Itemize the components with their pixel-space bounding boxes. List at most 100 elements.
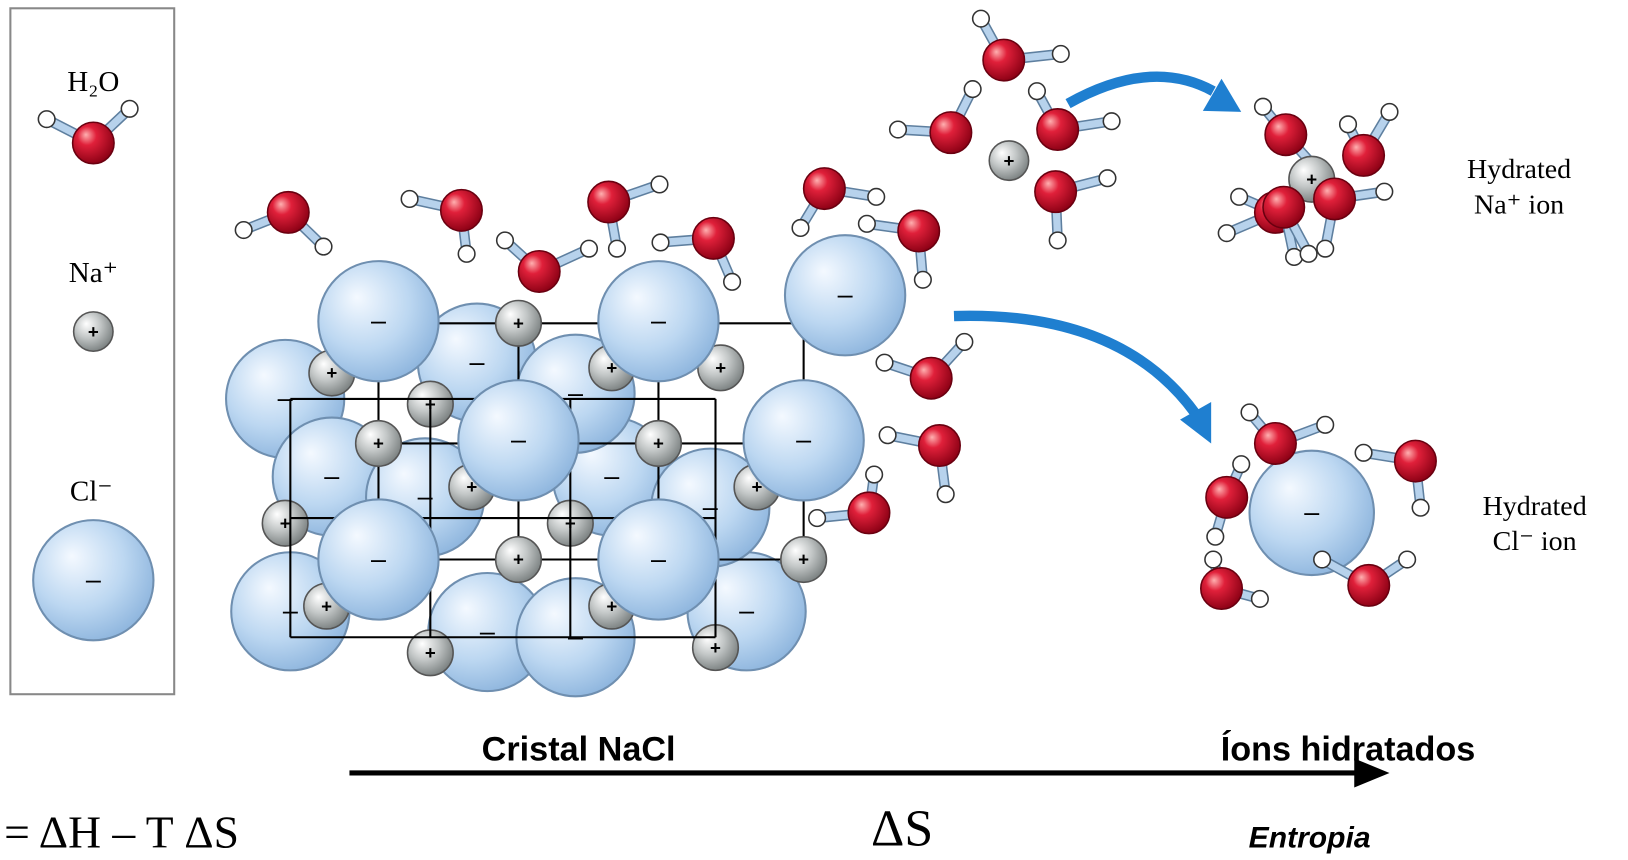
hydrogen — [1317, 240, 1334, 257]
hydrated-cl-label: Cl⁻ ion — [1493, 526, 1577, 557]
oxygen — [1037, 109, 1078, 150]
hydrogen — [879, 427, 896, 444]
molecules: +––––––––––––++++++++++++––––––++++++–+– — [33, 10, 1436, 696]
hydrogen — [1255, 98, 1272, 115]
cation-sign: + — [1003, 150, 1014, 171]
anion-sign: – — [1304, 497, 1319, 527]
entropy-caption: Entropia — [1249, 822, 1371, 855]
oxygen — [441, 190, 482, 231]
hydrogen — [1052, 46, 1069, 63]
cation-sign: + — [715, 357, 726, 378]
hydrogen — [1218, 225, 1235, 242]
oxygen — [804, 168, 845, 209]
hydrogen — [652, 234, 669, 251]
end-label: Íons hidratados — [1221, 729, 1476, 769]
cation-sign: + — [280, 512, 291, 533]
oxygen — [268, 192, 309, 233]
cation-sign: + — [798, 549, 809, 570]
oxygen — [1348, 565, 1389, 606]
oxygen — [1395, 440, 1436, 481]
hydrogen — [609, 240, 626, 257]
legend-sodium: Na⁺ — [69, 257, 118, 289]
oxygen — [898, 210, 939, 251]
blue-arrow — [954, 316, 1195, 413]
anion-sign: – — [796, 425, 811, 455]
cation-sign: + — [1306, 168, 1317, 189]
hydrogen — [1300, 246, 1317, 263]
hydrated-na-label: Hydrated — [1467, 154, 1571, 185]
hydrogen — [458, 246, 475, 263]
hydrogen — [964, 81, 981, 98]
oxygen — [1255, 423, 1296, 464]
oxygen — [1343, 135, 1384, 176]
hydrogen — [915, 271, 932, 288]
hydrogen — [1314, 551, 1331, 568]
hydrogen — [1049, 232, 1066, 249]
oxygen — [1265, 114, 1306, 155]
oxygen — [1201, 568, 1242, 609]
hydrogen — [1099, 170, 1116, 187]
hydrogen — [1241, 404, 1258, 421]
anion-sign: – — [371, 544, 386, 574]
hydrogen — [1205, 551, 1222, 568]
oxygen — [1314, 178, 1355, 219]
hydrogen — [724, 274, 741, 291]
cation-sign: + — [425, 642, 436, 663]
anion-sign: – — [739, 596, 754, 626]
hydrogen — [401, 191, 418, 208]
legend-chloride: Cl⁻ — [70, 475, 113, 507]
hydrogen — [235, 222, 252, 239]
anion-sign: – — [371, 306, 386, 336]
hydrogen — [859, 216, 876, 233]
oxygen — [910, 357, 951, 398]
cation-sign: + — [710, 637, 721, 658]
hydrogen — [315, 238, 332, 255]
hydrogen — [1355, 445, 1372, 462]
hydrogen — [809, 510, 826, 527]
oxygen — [919, 425, 960, 466]
hydrogen — [937, 486, 954, 503]
hydrogen — [121, 101, 138, 118]
diagram: H₂O Na⁺ Cl⁻ +––––––––––––++++++++++++–––… — [0, 0, 1628, 860]
anion-sign: – — [480, 616, 495, 646]
oxygen — [693, 218, 734, 259]
oxygen — [930, 112, 971, 153]
hydrogen — [1399, 551, 1416, 568]
oxygen — [1035, 171, 1076, 212]
start-label: Cristal NaCl — [482, 731, 676, 769]
anion-sign: – — [651, 544, 666, 574]
cation-sign: + — [513, 549, 524, 570]
oxygen — [518, 251, 559, 292]
anion-sign: – — [604, 461, 619, 491]
hydrogen — [956, 334, 973, 351]
cation-sign: + — [513, 313, 524, 334]
anion-sign: – — [511, 425, 526, 455]
hydrogen — [1340, 116, 1357, 133]
anion-sign: – — [651, 306, 666, 336]
oxygen — [983, 39, 1024, 80]
delta-s: ΔS — [871, 801, 933, 858]
cation-sign: + — [373, 433, 384, 454]
hydrogen — [1103, 113, 1120, 130]
oxygen — [848, 492, 889, 533]
hydrogen — [1233, 456, 1250, 473]
hydrogen — [1231, 189, 1248, 206]
hydrated-cl-label: Hydrated — [1483, 491, 1587, 522]
anion-sign: – — [838, 280, 853, 310]
hydrogen — [1207, 528, 1224, 545]
hydrogen — [651, 176, 668, 193]
cation-sign: + — [653, 433, 664, 454]
cation-sign: + — [88, 321, 99, 342]
hydrogen — [1412, 499, 1429, 516]
hydrogen — [973, 10, 990, 27]
anion-sign: – — [324, 461, 339, 491]
hydrogen — [866, 466, 883, 483]
page: H₂O Na⁺ Cl⁻ +––––––––––––++++++++++++–––… — [0, 0, 1628, 860]
hydrogen — [1252, 591, 1269, 608]
blue-arrow — [1068, 77, 1213, 104]
hydrogen — [497, 232, 514, 249]
anion-sign: – — [469, 347, 484, 377]
gibbs-formula: = ΔH – T ΔS — [4, 807, 239, 858]
hydrogen — [890, 121, 907, 138]
hydrogen — [1317, 417, 1334, 434]
